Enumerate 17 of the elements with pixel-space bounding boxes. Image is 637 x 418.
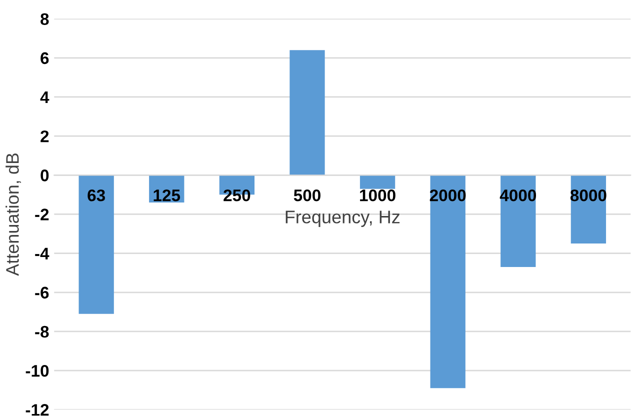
y-tick-label: 0	[40, 170, 49, 182]
y-tick-label: 8	[40, 13, 49, 26]
x-tick-label: 1000	[360, 189, 396, 202]
x-axis-title: Frequency, Hz	[286, 210, 400, 227]
y-tick-label: 6	[40, 52, 49, 64]
y-tick-label: -8	[35, 326, 49, 338]
y-tick-label: -10	[26, 364, 49, 377]
y-tick-label: -12	[26, 404, 49, 416]
y-axis-title: Attenuation, dB	[6, 153, 21, 276]
y-tick-label: 2	[40, 130, 49, 142]
y-tick-label: -2	[35, 208, 49, 220]
y-tick-label: -4	[35, 248, 50, 260]
x-tick-label: 63	[88, 189, 105, 202]
y-tick-label: -6	[35, 286, 49, 299]
y-tick-label: 4	[40, 92, 50, 104]
x-tick-label: 125	[154, 189, 180, 202]
x-tick-label: 500	[294, 189, 320, 202]
